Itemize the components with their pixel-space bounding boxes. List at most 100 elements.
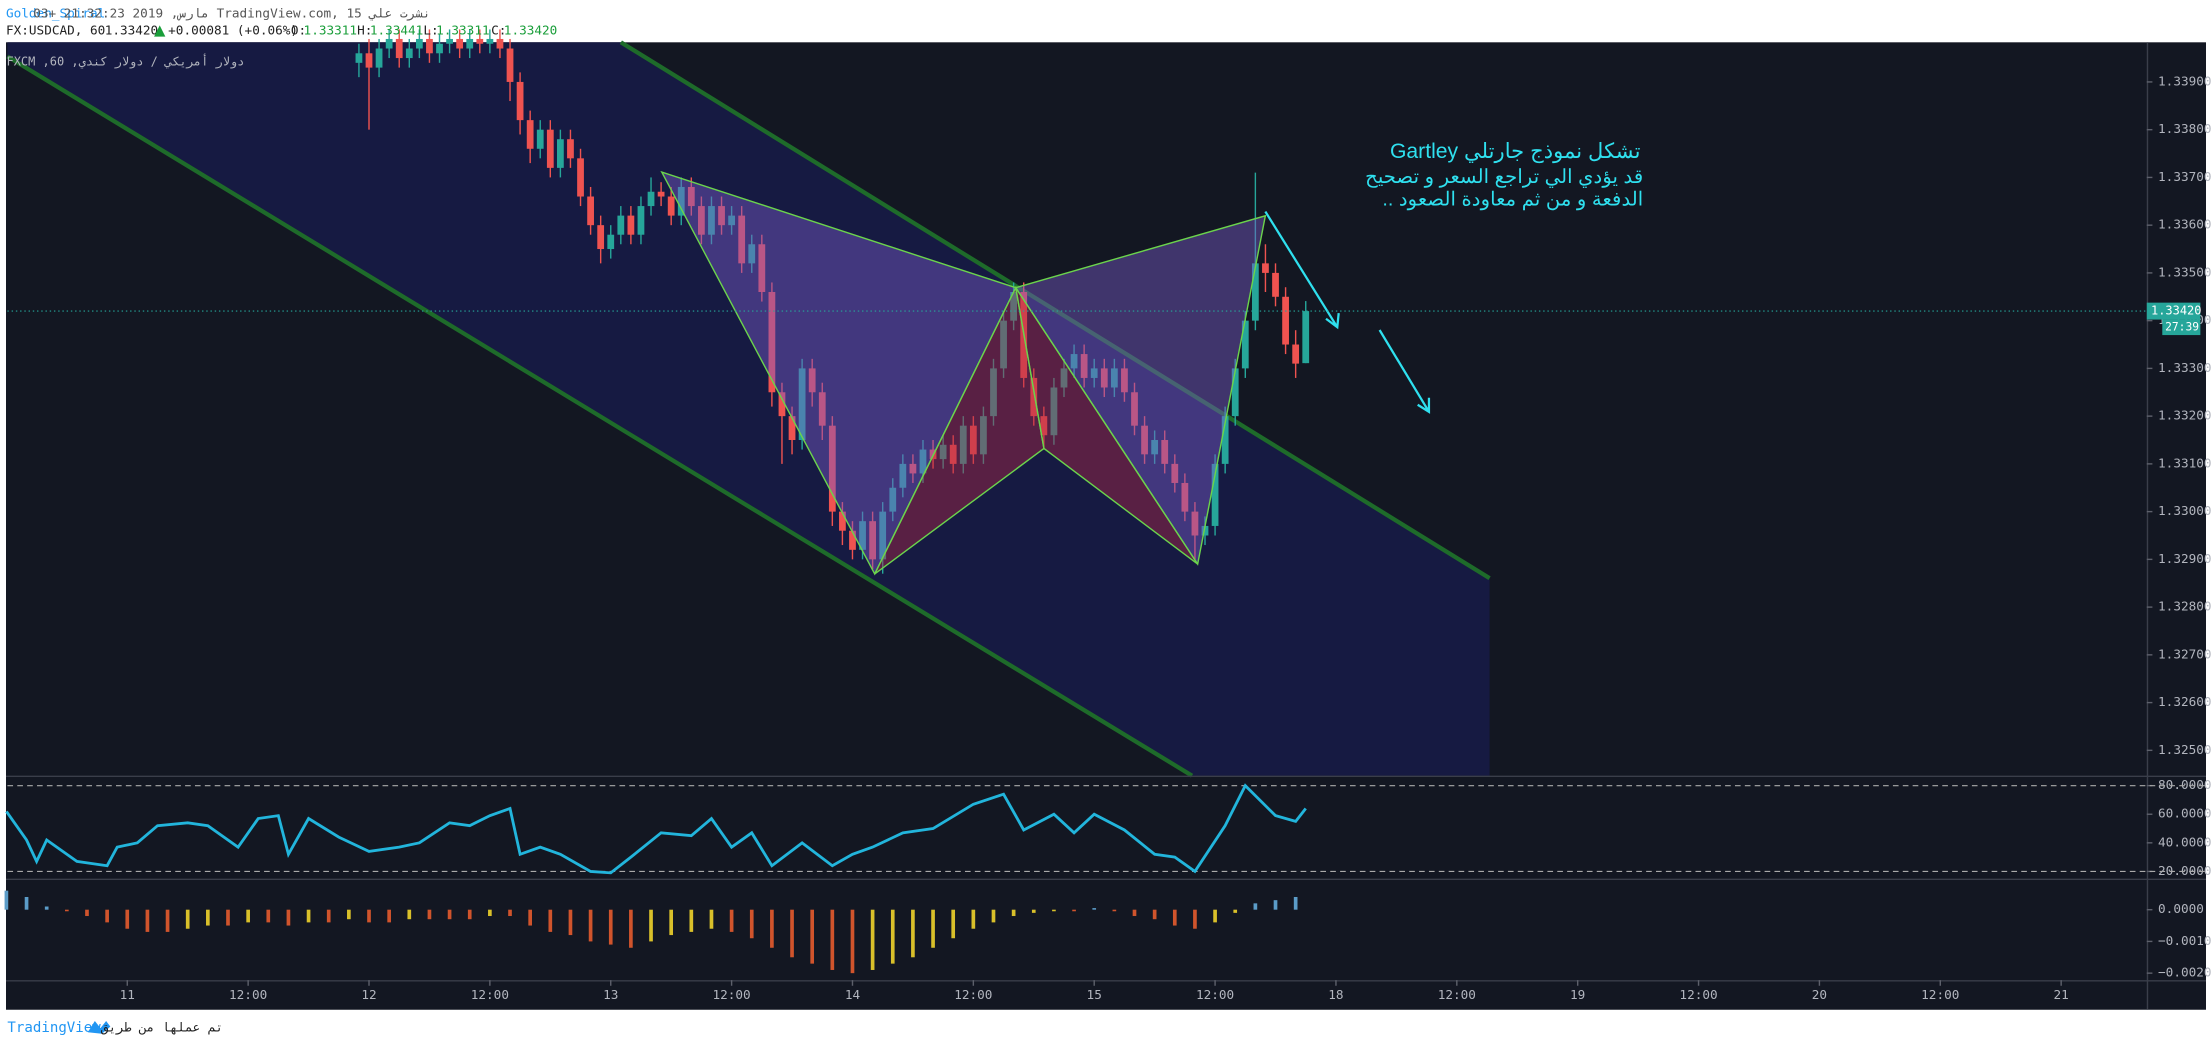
candle-body [486,38,494,44]
brand-logo [87,1021,111,1034]
candle-body [808,368,816,393]
candle-body [365,53,373,68]
histogram-bar [749,909,754,939]
candle-body [1191,511,1199,536]
candle-body [1181,482,1189,512]
histogram-bar [347,909,351,920]
candle-body [1080,354,1088,378]
histogram-bar [588,909,593,942]
candle-body [1211,463,1219,526]
candle-body [788,416,796,441]
histogram-bar [911,909,915,958]
x-tick-label: 12:00 [1921,987,1959,1002]
x-tick-label: 12:00 [1679,987,1717,1002]
histogram-bar [1253,903,1258,910]
y-tick-label: 1.32700 [2158,646,2211,661]
candle-body [1121,368,1128,393]
histogram-bar [1031,909,1036,913]
y-tick-label: 1.33900 [2158,73,2211,88]
candle-body [546,129,554,168]
candle-body [526,120,534,149]
histogram-bar [246,909,250,923]
candle-body [949,444,957,464]
candle-body [607,234,615,250]
candle-body [506,48,514,82]
candle-body [828,425,836,512]
candle-body [1221,416,1229,464]
channel-upper [619,40,1491,581]
histogram-bar [1152,909,1157,920]
gartley-pattern [660,170,1431,576]
y-tick-label: −0.0010 [2158,933,2211,948]
channel-fill [7,42,1490,776]
histogram-bar [185,909,190,929]
histogram-bar [85,909,89,917]
arrow [1378,329,1431,414]
candle-body [627,215,635,235]
brand[interactable]: TradingView [7,1020,101,1036]
up-triangle [154,25,166,37]
histogram-bar [306,909,311,923]
change: +0.00081 (+0.06%) [168,23,298,38]
histogram-bar [1132,909,1137,917]
y-tick-label: 60.0000 [2158,806,2211,821]
candle-body [667,196,675,216]
candle-body [446,38,453,44]
histogram-bar [790,909,794,958]
candle-body [1070,354,1078,369]
histogram-bar [266,909,271,923]
histogram-bar [568,909,573,936]
candle-body [637,206,645,235]
x-tick-label: 12:00 [713,987,751,1002]
histogram-bar [1293,896,1298,910]
histogram-bar [810,909,815,964]
histogram-bar [870,909,875,970]
candle-body [1302,311,1310,364]
histogram-bar [367,909,371,923]
candle-body [1000,320,1007,369]
y-tick-label: 1.32500 [2158,742,2211,757]
candle-body [1050,387,1058,436]
candle-body [415,38,423,49]
y-tick-label: 1.32900 [2158,551,2211,566]
candle-body [1262,263,1269,273]
candle-body [436,43,443,54]
histogram-bar [1172,909,1177,926]
pane-borders [5,42,2206,1010]
histogram-bar [770,909,774,948]
candle-body [466,38,474,49]
y-tick-label: 1.32800 [2158,599,2211,614]
candle-body [919,449,927,474]
channel-lower [6,54,1194,778]
candle-body [980,416,987,455]
histogram-bar [649,909,653,942]
histogram-bar [387,909,391,923]
histogram-bar [125,909,130,929]
rsi-line [5,783,1307,875]
candle-body [476,38,484,44]
histogram-bar [669,909,674,936]
y-tick-label: 1.33500 [2158,264,2211,279]
histogram-bar [1011,909,1016,917]
y-tick-label: 40.0000 [2158,834,2211,849]
candle-body [355,53,363,63]
candle-body [1010,292,1018,321]
x-tick-label: 12 [361,987,376,1002]
ohlc-label: C: [491,23,506,38]
candle-body [738,215,746,264]
histogram-bar [1052,909,1056,912]
candle-body [1131,392,1138,426]
candle-body [818,392,826,426]
candle-body [1251,263,1259,321]
candle-body [1292,344,1300,364]
ohlc-value: 1.33311 [304,23,357,38]
histogram-bar [488,909,492,917]
y-tick-label: 0.0000 [2158,901,2204,916]
candle-body [516,81,524,121]
candle-body [597,225,605,250]
candle-body [405,48,413,59]
ohlc-label: L: [423,23,438,38]
candle-body [687,186,695,207]
